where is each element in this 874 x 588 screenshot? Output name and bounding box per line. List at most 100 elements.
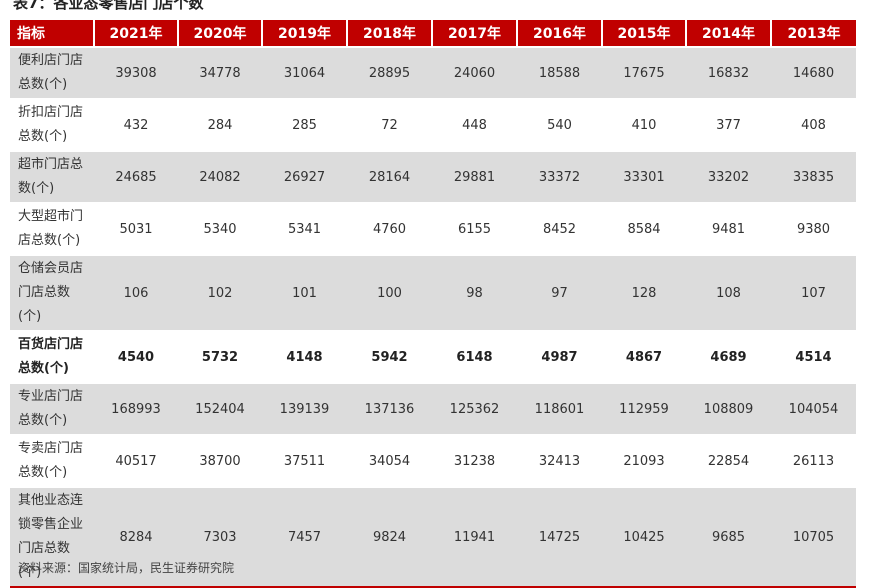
- cell-value: 14680: [771, 46, 856, 99]
- header-year: 2014年: [686, 20, 772, 47]
- header-year: 2018年: [347, 20, 433, 47]
- cell-value: 39308: [94, 46, 178, 99]
- row-label: 仓储会员店门店总数(个): [10, 254, 94, 331]
- table-title: 表7：各业态零售店门店个数: [13, 0, 204, 12]
- row-label: 超市门店总数(个): [10, 150, 94, 203]
- cell-value: 9685: [686, 486, 771, 588]
- cell-value: 284: [178, 98, 262, 151]
- header-year: 2017年: [432, 20, 518, 47]
- cell-value: 101: [262, 254, 347, 331]
- cell-value: 11941: [432, 486, 517, 588]
- cell-value: 24082: [178, 150, 262, 203]
- cell-value: 540: [517, 98, 602, 151]
- header-year: 2020年: [178, 20, 263, 47]
- cell-value: 98: [432, 254, 517, 331]
- row-label: 其他业态连锁零售企业门店总数(个): [10, 486, 94, 588]
- cell-value: 139139: [262, 382, 347, 435]
- cell-value: 22854: [686, 434, 771, 487]
- cell-value: 33202: [686, 150, 771, 203]
- cell-value: 26113: [771, 434, 856, 487]
- cell-value: 32413: [517, 434, 602, 487]
- cell-value: 17675: [602, 46, 686, 99]
- cell-value: 448: [432, 98, 517, 151]
- cell-value: 31238: [432, 434, 517, 487]
- table-row: 百货店门店总数(个) 4540 5732 4148 5942 6148 4987…: [10, 330, 856, 383]
- cell-value: 16832: [686, 46, 771, 99]
- row-label: 折扣店门店总数(个): [10, 98, 94, 151]
- cell-value: 26927: [262, 150, 347, 203]
- cell-value: 4689: [686, 330, 771, 383]
- row-label: 专卖店门店总数(个): [10, 434, 94, 487]
- cell-value: 128: [602, 254, 686, 331]
- cell-value: 106: [94, 254, 178, 331]
- header-year: 2019年: [262, 20, 348, 47]
- cell-value: 6155: [432, 202, 517, 255]
- store-count-table: 指标 2021年 2020年 2019年 2018年 2017年 2016年 2…: [10, 20, 856, 588]
- cell-value: 4867: [602, 330, 686, 383]
- cell-value: 6148: [432, 330, 517, 383]
- cell-value: 37511: [262, 434, 347, 487]
- cell-value: 112959: [602, 382, 686, 435]
- table-row: 折扣店门店总数(个) 432 284 285 72 448 540 410 37…: [10, 98, 856, 151]
- cell-value: 5341: [262, 202, 347, 255]
- cell-value: 118601: [517, 382, 602, 435]
- cell-value: 28895: [347, 46, 432, 99]
- cell-value: 408: [771, 98, 856, 151]
- cell-value: 33835: [771, 150, 856, 203]
- cell-value: 410: [602, 98, 686, 151]
- cell-value: 10705: [771, 486, 856, 588]
- cell-value: 285: [262, 98, 347, 151]
- cell-value: 31064: [262, 46, 347, 99]
- table-row: 专卖店门店总数(个) 40517 38700 37511 34054 31238…: [10, 434, 856, 487]
- cell-value: 24685: [94, 150, 178, 203]
- cell-value: 72: [347, 98, 432, 151]
- cell-value: 107: [771, 254, 856, 331]
- cell-value: 33301: [602, 150, 686, 203]
- cell-value: 102: [178, 254, 262, 331]
- cell-value: 29881: [432, 150, 517, 203]
- table-row: 超市门店总数(个) 24685 24082 26927 28164 29881 …: [10, 150, 856, 203]
- cell-value: 10425: [602, 486, 686, 588]
- cell-value: 152404: [178, 382, 262, 435]
- cell-value: 377: [686, 98, 771, 151]
- cell-value: 108809: [686, 382, 771, 435]
- cell-value: 125362: [432, 382, 517, 435]
- cell-value: 8452: [517, 202, 602, 255]
- cell-value: 7457: [262, 486, 347, 588]
- cell-value: 9481: [686, 202, 771, 255]
- cell-value: 33372: [517, 150, 602, 203]
- cell-value: 4540: [94, 330, 178, 383]
- cell-value: 21093: [602, 434, 686, 487]
- header-year: 2015年: [602, 20, 687, 47]
- source-note: 资料来源：国家统计局，民生证券研究院: [18, 561, 235, 575]
- row-label: 百货店门店总数(个): [10, 330, 94, 383]
- row-label: 便利店门店总数(个): [10, 46, 94, 99]
- cell-value: 100: [347, 254, 432, 331]
- header-label: 指标: [10, 20, 95, 47]
- cell-value: 4760: [347, 202, 432, 255]
- cell-value: 7303: [178, 486, 262, 588]
- cell-value: 34778: [178, 46, 262, 99]
- row-label: 专业店门店总数(个): [10, 382, 94, 435]
- cell-value: 9824: [347, 486, 432, 588]
- table-row: 仓储会员店门店总数(个) 106 102 101 100 98 97 128 1…: [10, 254, 856, 331]
- cell-value: 40517: [94, 434, 178, 487]
- table-header-row: 指标 2021年 2020年 2019年 2018年 2017年 2016年 2…: [10, 20, 856, 47]
- cell-value: 18588: [517, 46, 602, 99]
- cell-value: 9380: [771, 202, 856, 255]
- table-row: 便利店门店总数(个) 39308 34778 31064 28895 24060…: [10, 46, 856, 99]
- row-label: 大型超市门店总数(个): [10, 202, 94, 255]
- cell-value: 5031: [94, 202, 178, 255]
- cell-value: 97: [517, 254, 602, 331]
- cell-value: 5340: [178, 202, 262, 255]
- cell-value: 4514: [771, 330, 856, 383]
- cell-value: 108: [686, 254, 771, 331]
- cell-value: 8584: [602, 202, 686, 255]
- header-year: 2016年: [517, 20, 603, 47]
- cell-value: 28164: [347, 150, 432, 203]
- cell-value: 432: [94, 98, 178, 151]
- cell-value: 34054: [347, 434, 432, 487]
- cell-value: 168993: [94, 382, 178, 435]
- table-row: 大型超市门店总数(个) 5031 5340 5341 4760 6155 845…: [10, 202, 856, 255]
- cell-value: 5942: [347, 330, 432, 383]
